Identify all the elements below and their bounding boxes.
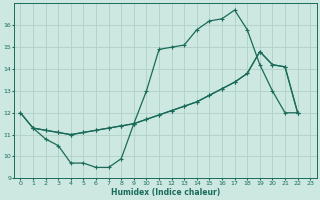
X-axis label: Humidex (Indice chaleur): Humidex (Indice chaleur) <box>111 188 220 197</box>
